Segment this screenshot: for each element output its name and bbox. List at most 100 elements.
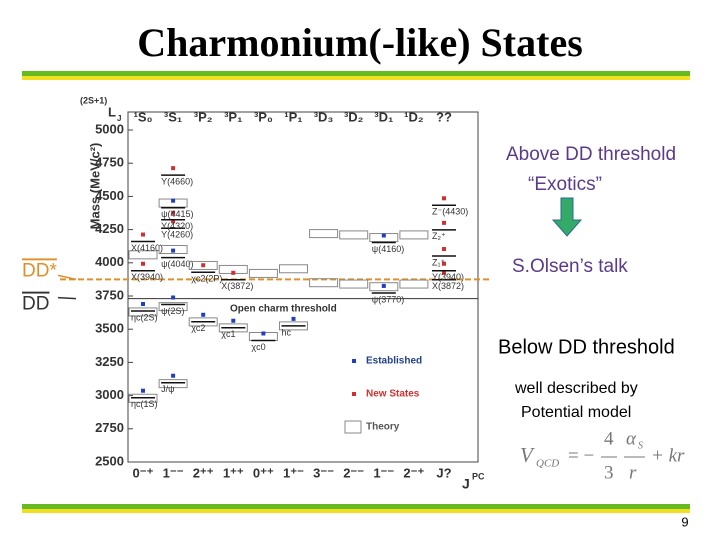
y-tick-label: 4250 (95, 221, 124, 236)
column-name: ¹S₀ (134, 109, 153, 124)
state-marker (291, 316, 296, 321)
state-label: J/ψ (161, 384, 174, 394)
y-tick-label: 2750 (95, 420, 124, 435)
formula-alpha-sub: S (638, 440, 643, 451)
theory-level (279, 321, 308, 331)
title-bar-green (22, 71, 690, 76)
state-marker (171, 295, 176, 300)
theory-level (188, 260, 218, 270)
column-header-sub: J (117, 114, 121, 123)
column-jpc: 2⁺⁺ (193, 465, 214, 480)
theory-level (339, 230, 369, 240)
state-marker (171, 198, 176, 203)
theory-level (128, 393, 158, 403)
y-tick-label: 3750 (95, 287, 124, 302)
title-bar-yellow (22, 76, 690, 80)
legend-label: Theory (366, 422, 400, 433)
theory-level (218, 323, 248, 333)
formula-alpha: α (626, 428, 637, 449)
state-marker (171, 166, 176, 171)
state-marker (442, 220, 446, 225)
state-label: Y(3940) (432, 272, 464, 282)
theory-level (158, 379, 188, 389)
state-label: X(3872) (221, 281, 253, 291)
state-marker (141, 388, 145, 393)
formula-v-sub: QCD (536, 458, 559, 470)
formula-r: r (629, 462, 637, 483)
state-label: Y(4320) (161, 221, 193, 231)
threshold-arrow (57, 274, 77, 281)
state-marker (231, 270, 236, 275)
state-marker (381, 283, 386, 288)
column-name: ¹D₂ (404, 109, 424, 124)
state-label: ηc(2S) (131, 312, 158, 322)
column-jpc: 3⁻⁻ (313, 465, 334, 480)
state-label: ψ(2S) (161, 306, 184, 316)
theory-level (309, 278, 339, 288)
state-marker (231, 318, 236, 323)
threshold-arrow (57, 296, 77, 300)
theory-level (128, 250, 158, 260)
state-marker (171, 219, 176, 224)
column-jpc: 1⁻⁻ (163, 465, 184, 480)
column-jpc: 1⁻⁻ (373, 465, 394, 480)
theory-level (309, 229, 339, 239)
theory-level (188, 317, 218, 327)
threshold-note: Open charm threshold (230, 303, 337, 314)
state-label: Y(4660) (161, 177, 193, 187)
y-tick-label: 4000 (95, 254, 124, 269)
state-marker (201, 312, 206, 317)
state-label: Z₁⁺ (432, 257, 446, 267)
state-label: χc0 (251, 342, 265, 352)
legend-label: New States (366, 389, 420, 400)
column-jpc: 2⁻⁻ (343, 465, 364, 480)
note-below: Below DD threshold (498, 336, 675, 358)
theory-level (158, 245, 188, 255)
slide-title: Charmonium(-like) States (137, 20, 583, 65)
theory-level (128, 307, 158, 317)
formula-num: 4 (604, 428, 614, 449)
y-tick-label: 3250 (95, 354, 124, 369)
theory-level (399, 230, 429, 240)
state-label: χc2 (191, 323, 205, 333)
theory-level (399, 279, 429, 289)
state-label: ψ(3770) (372, 294, 404, 304)
column-header-prefix: (2S+1) (80, 95, 107, 105)
state-label: χc2(2P) (191, 274, 222, 284)
state-label: Z₂⁺ (432, 231, 446, 241)
y-tick-label: 3500 (95, 321, 124, 336)
note-above: Above DD threshold (506, 144, 676, 165)
threshold-label: DD* (22, 260, 57, 281)
column-jpc: J? (436, 465, 451, 480)
state-label: ψ(4040) (161, 259, 193, 269)
legend-swatch (344, 420, 362, 434)
page-number: 9 (681, 514, 688, 529)
column-name: ³P₀ (254, 109, 273, 124)
state-marker (141, 232, 145, 237)
state-label: ηc(1S) (131, 399, 158, 409)
theory-level (158, 302, 188, 312)
state-marker (442, 196, 446, 201)
theory-level (369, 282, 399, 292)
state-marker (171, 248, 176, 253)
state-marker (381, 233, 386, 238)
plot-frame (127, 111, 479, 463)
formula-v: V (520, 443, 535, 467)
column-jpc: 0⁻⁺ (133, 465, 154, 480)
theory-level (279, 264, 308, 274)
formula-den: 3 (604, 462, 614, 483)
state-marker (442, 247, 446, 252)
down-arrow (551, 197, 583, 237)
y-tick-label: 3000 (95, 387, 124, 402)
y-tick-label: 5000 (95, 121, 124, 136)
foot-bar-yellow (22, 509, 690, 513)
theory-level (339, 279, 369, 289)
state-label: hc (282, 327, 292, 337)
column-name: ³D₁ (374, 109, 393, 124)
state-marker (442, 261, 446, 266)
state-label: X(3872) (432, 281, 464, 291)
state-marker (171, 373, 176, 378)
formula-tail: + kr (651, 445, 685, 466)
y-tick-label: 4750 (95, 155, 124, 170)
